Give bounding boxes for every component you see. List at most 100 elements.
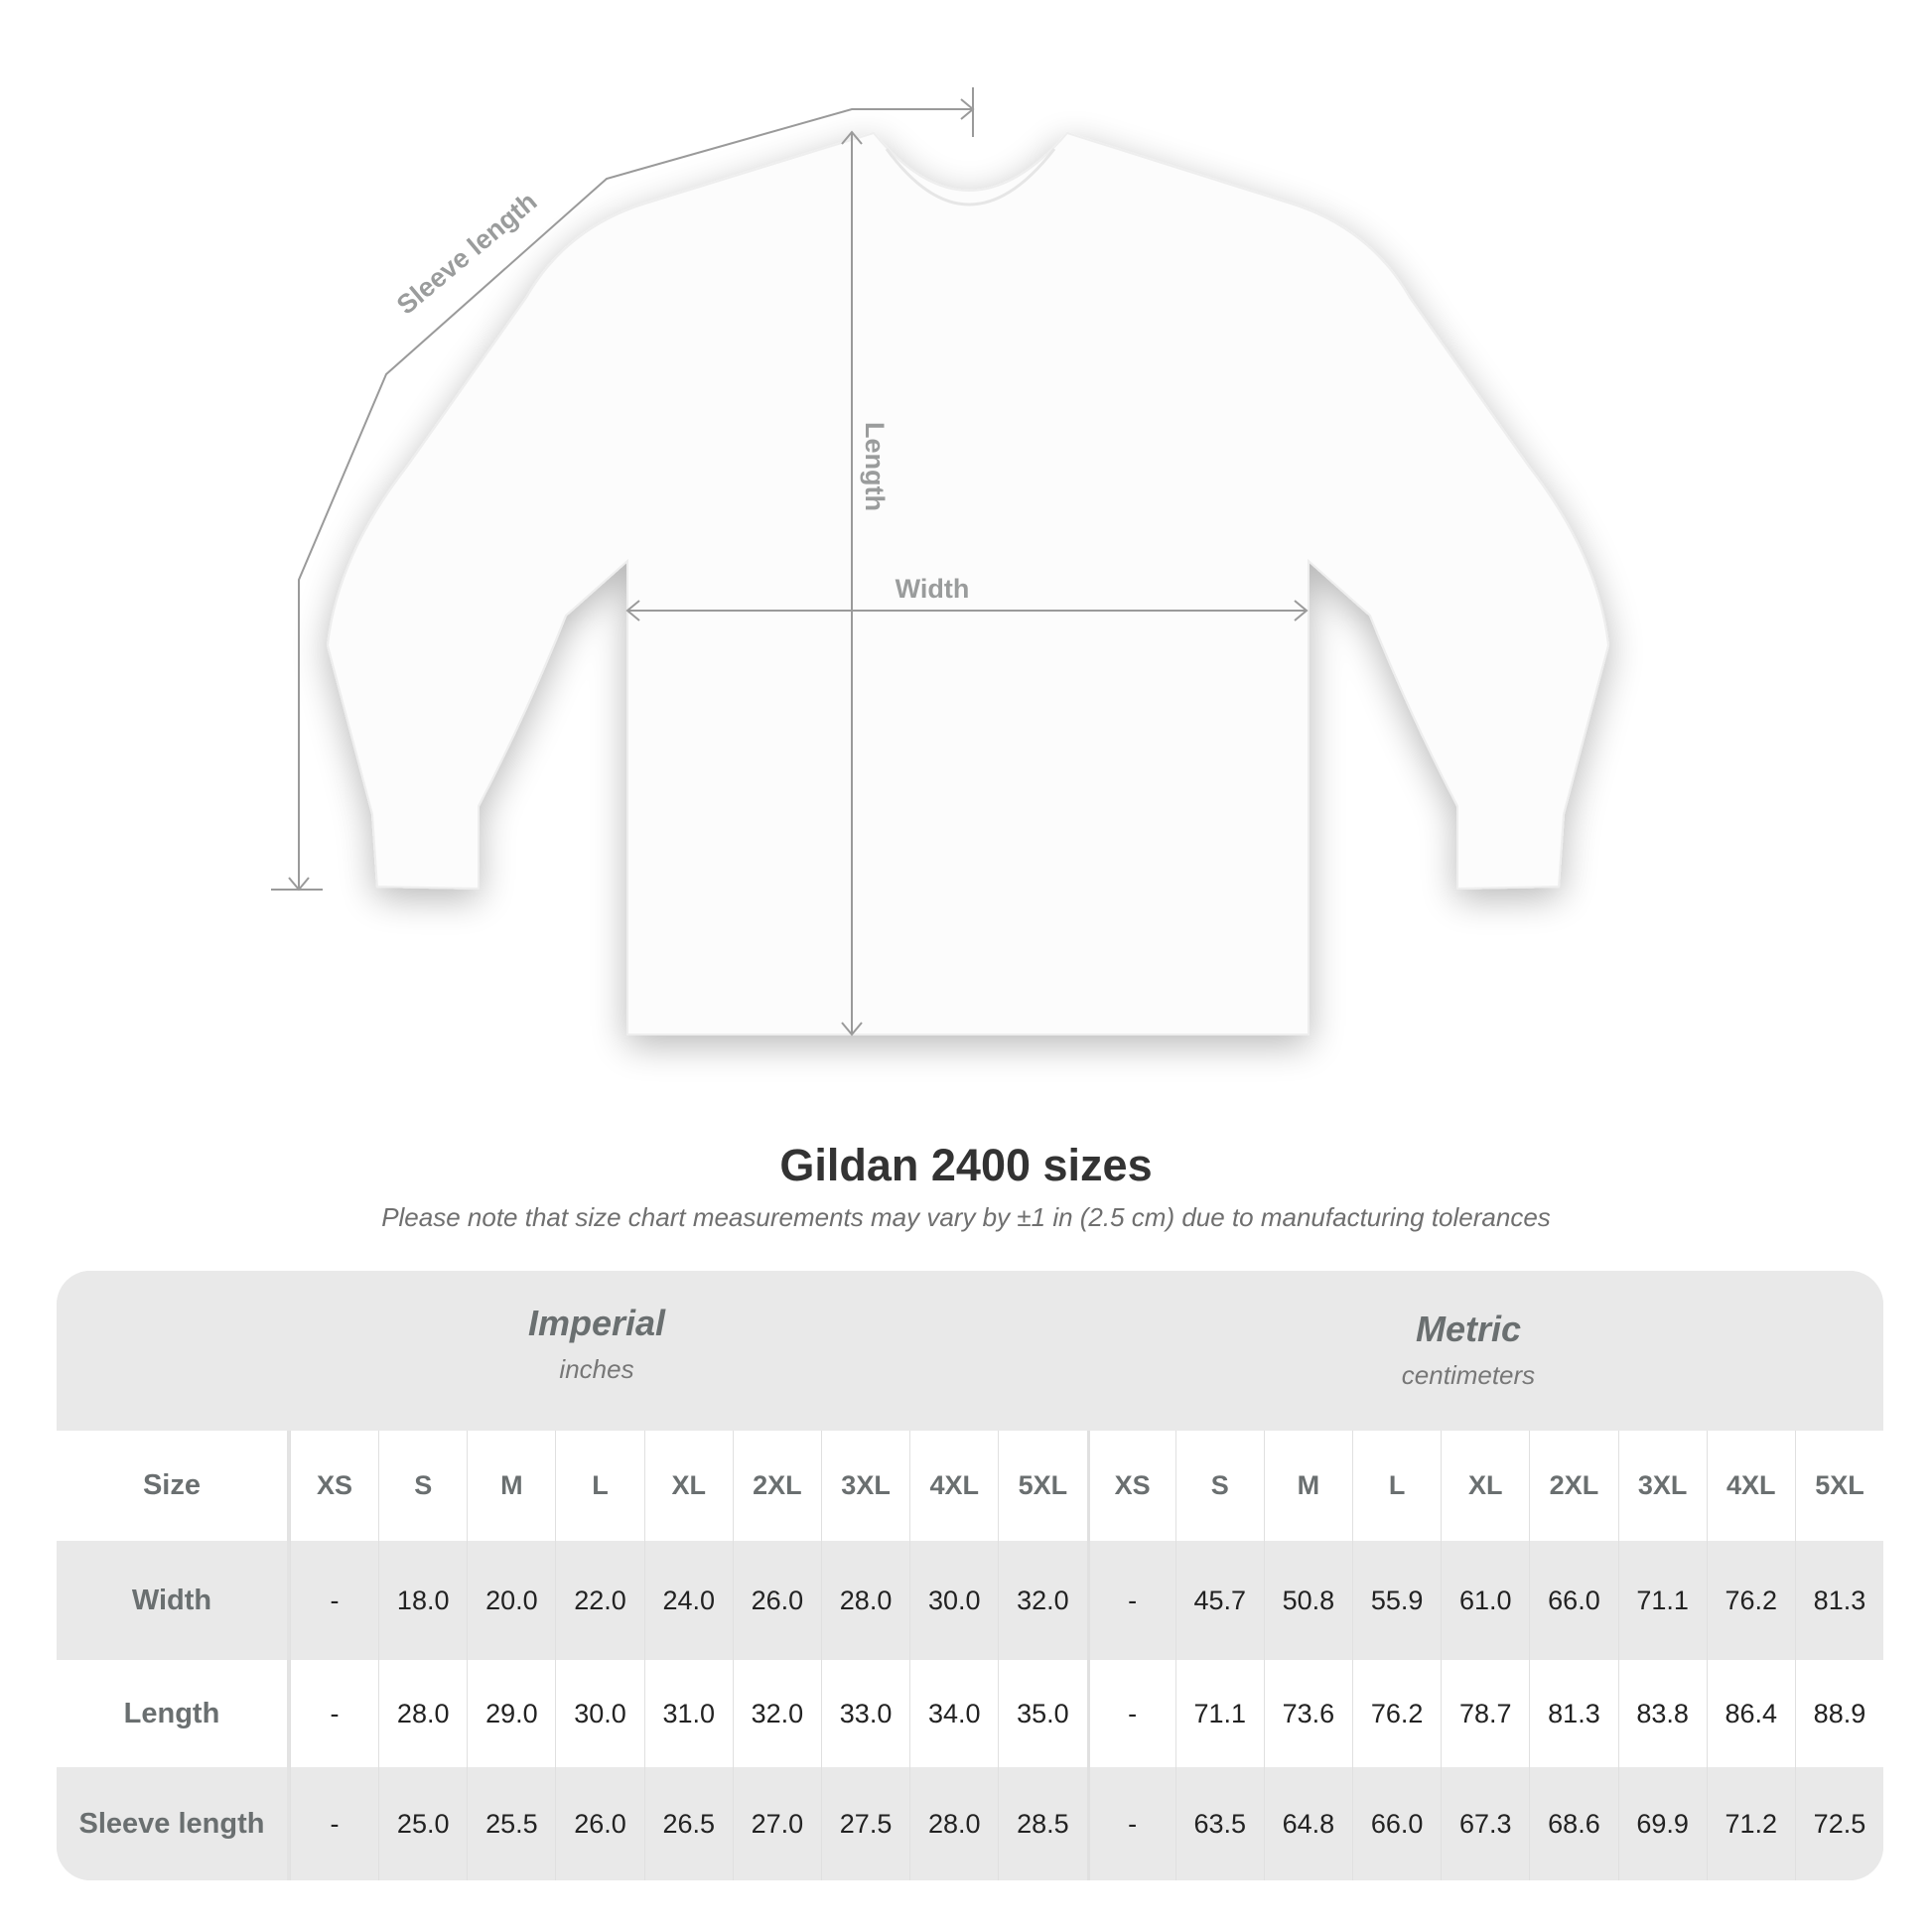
metric-value: 76.2 <box>1706 1541 1795 1660</box>
imperial-value: 29.0 <box>467 1660 555 1767</box>
metric-value: 86.4 <box>1706 1660 1795 1767</box>
metric-value: 81.3 <box>1529 1660 1617 1767</box>
imperial-value: 20.0 <box>467 1541 555 1660</box>
size-metric-header: 5XL <box>1794 1431 1883 1541</box>
metric-value: 67.3 <box>1441 1767 1529 1880</box>
size-imperial-header: XS <box>289 1431 378 1541</box>
imperial-title: Imperial <box>527 1303 666 1343</box>
imperial-value: 26.0 <box>555 1767 643 1880</box>
imperial-value: - <box>289 1660 378 1767</box>
imperial-value: 28.0 <box>909 1767 998 1880</box>
row-label: Sleeve length <box>57 1767 290 1880</box>
imperial-value: 31.0 <box>643 1660 733 1767</box>
size-metric-header: M <box>1263 1431 1352 1541</box>
size-table: Imperial inches Metric centimeters Size X… <box>57 1271 1883 1880</box>
size-imperial-header: L <box>555 1431 643 1541</box>
sleeve-length-label: Sleeve length <box>391 187 543 321</box>
metric-value: 78.7 <box>1441 1660 1529 1767</box>
size-imperial-header: 4XL <box>909 1431 998 1541</box>
size-imperial-header: S <box>378 1431 467 1541</box>
imperial-value: 27.5 <box>820 1767 909 1880</box>
imperial-value: 28.5 <box>998 1767 1086 1880</box>
metric-value: 50.8 <box>1263 1541 1352 1660</box>
imperial-value: 30.0 <box>909 1541 998 1660</box>
metric-value: 45.7 <box>1174 1541 1264 1660</box>
row-label: Width <box>57 1541 290 1660</box>
metric-value: 69.9 <box>1617 1767 1707 1880</box>
metric-value: 83.8 <box>1617 1660 1707 1767</box>
metric-value: - <box>1086 1660 1175 1767</box>
size-metric-header: S <box>1174 1431 1264 1541</box>
imperial-value: 33.0 <box>820 1660 909 1767</box>
imperial-value: - <box>289 1541 378 1660</box>
size-metric-header: XL <box>1441 1431 1529 1541</box>
imperial-value: - <box>289 1767 378 1880</box>
metric-title: Metric <box>1415 1309 1522 1349</box>
size-imperial-header: 5XL <box>998 1431 1086 1541</box>
width-label: Width <box>896 574 970 604</box>
imperial-value: 25.5 <box>467 1767 555 1880</box>
page-title: Gildan 2400 sizes <box>779 1140 1153 1190</box>
metric-value: 66.0 <box>1352 1767 1441 1880</box>
size-metric-header: 4XL <box>1706 1431 1795 1541</box>
imperial-value: 25.0 <box>378 1767 467 1880</box>
unit-header: Imperial inches Metric centimeters <box>57 1271 1883 1431</box>
size-metric-header: 3XL <box>1617 1431 1707 1541</box>
imperial-value: 32.0 <box>732 1660 821 1767</box>
imperial-value: 22.0 <box>555 1541 643 1660</box>
tolerance-note: Please note that size chart measurements… <box>381 1202 1551 1232</box>
imperial-value: 30.0 <box>555 1660 643 1767</box>
imperial-value: 18.0 <box>378 1541 467 1660</box>
metric-value: 61.0 <box>1441 1541 1529 1660</box>
metric-value: 66.0 <box>1529 1541 1617 1660</box>
metric-value: 71.1 <box>1174 1660 1264 1767</box>
row-label: Length <box>57 1660 290 1767</box>
arrow-head-icon <box>625 600 640 621</box>
metric-value: 71.1 <box>1617 1541 1707 1660</box>
shirt-diagram: Sleeve length Length Width <box>271 87 1610 1036</box>
table-row: Length -28.0 29.0 30.0 31.0 32.0 33.0 34.0 35.0-… <box>57 1660 1883 1767</box>
size-label: Size <box>57 1431 290 1541</box>
metric-value: - <box>1086 1541 1175 1660</box>
table-row: Sleeve length -25.0 25.5 26.0 26.5 27.0 27.5 28… <box>57 1767 1883 1880</box>
size-metric-header: 2XL <box>1529 1431 1617 1541</box>
metric-value: 73.6 <box>1263 1660 1352 1767</box>
metric-value: 76.2 <box>1352 1660 1441 1767</box>
size-imperial-header: XL <box>643 1431 733 1541</box>
table-row: Width -18.0 20.0 22.0 24.0 26.0 28.0 30.0 32.0-4… <box>57 1541 1883 1660</box>
metric-value: 68.6 <box>1529 1767 1617 1880</box>
metric-value: 55.9 <box>1352 1541 1441 1660</box>
arrow-head-icon <box>288 877 310 892</box>
metric-value: 64.8 <box>1263 1767 1352 1880</box>
size-metric-header: XS <box>1086 1431 1175 1541</box>
imperial-value: 26.0 <box>732 1541 821 1660</box>
length-label: Length <box>860 422 890 511</box>
metric-value: - <box>1086 1767 1175 1880</box>
size-imperial-header: 2XL <box>732 1431 821 1541</box>
imperial-unit: inches <box>559 1354 634 1384</box>
sleeve-length-line <box>298 108 972 890</box>
metric-value: 88.9 <box>1794 1660 1883 1767</box>
metric-value: 71.2 <box>1706 1767 1795 1880</box>
imperial-value: 28.0 <box>820 1541 909 1660</box>
arrow-head-icon <box>1294 600 1309 621</box>
imperial-value: 32.0 <box>998 1541 1086 1660</box>
long-sleeve-shirt <box>326 131 1610 1035</box>
imperial-value: 26.5 <box>643 1767 733 1880</box>
metric-value: 81.3 <box>1794 1541 1883 1660</box>
imperial-header: Imperial inches <box>299 1303 895 1385</box>
metric-value: 72.5 <box>1794 1767 1883 1880</box>
metric-value: 63.5 <box>1174 1767 1264 1880</box>
size-header-row: Size XS S M L XL 2XL 3XL 4XL 5XL XS S M L XL 2XL 3XL 4XL 5… <box>57 1431 1883 1541</box>
arrow-head-icon <box>960 98 975 120</box>
size-imperial-header: 3XL <box>820 1431 909 1541</box>
metric-unit: centimeters <box>1401 1360 1536 1390</box>
imperial-value: 28.0 <box>378 1660 467 1767</box>
size-metric-header: L <box>1352 1431 1441 1541</box>
imperial-value: 35.0 <box>998 1660 1086 1767</box>
arrow-head-icon <box>841 130 863 145</box>
imperial-value: 27.0 <box>732 1767 821 1880</box>
collar <box>885 148 1056 207</box>
arrow-head-icon <box>841 1022 863 1036</box>
imperial-value: 34.0 <box>909 1660 998 1767</box>
